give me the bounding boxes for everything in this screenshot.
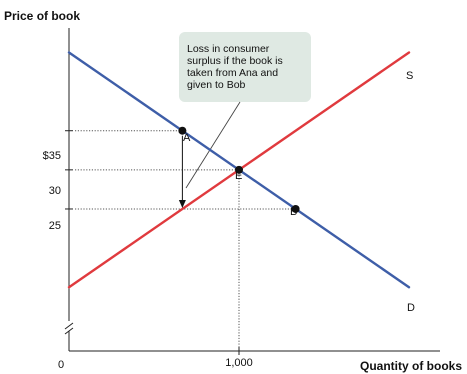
x-tick-label: 1,000 (225, 357, 253, 369)
point-label-b: B (290, 206, 297, 218)
callout-background (179, 32, 311, 102)
surplus-arrow-head (178, 199, 186, 208)
callout-line: Loss in consumer (187, 43, 270, 55)
y-axis-title: Price of book (4, 9, 80, 23)
callout-line: surplus if the book is (187, 55, 283, 67)
callout-box: Loss in consumer surplus if the book is … (179, 32, 311, 102)
y-tick-label: $35 (43, 150, 61, 162)
x-axis-title: Quantity of books (360, 359, 462, 373)
point-b (291, 204, 300, 213)
y-tick-label: 25 (49, 220, 61, 232)
y-tick-label: 30 (49, 185, 61, 197)
callout-line: taken from Ana and (187, 67, 278, 79)
axis-break-mark (64, 327, 74, 335)
plot-area (64, 28, 440, 355)
point-e (235, 165, 243, 174)
point-label-a: A (183, 132, 191, 144)
callout-leader-line (185, 101, 241, 189)
axis-break-mark (64, 322, 74, 330)
supply-curve-label: S (406, 70, 413, 82)
callout-line: given to Bob (187, 79, 246, 91)
point-label-e: E (235, 170, 242, 182)
origin-label: 0 (58, 359, 64, 371)
demand-curve-label: D (407, 302, 415, 314)
point-a (178, 126, 187, 135)
